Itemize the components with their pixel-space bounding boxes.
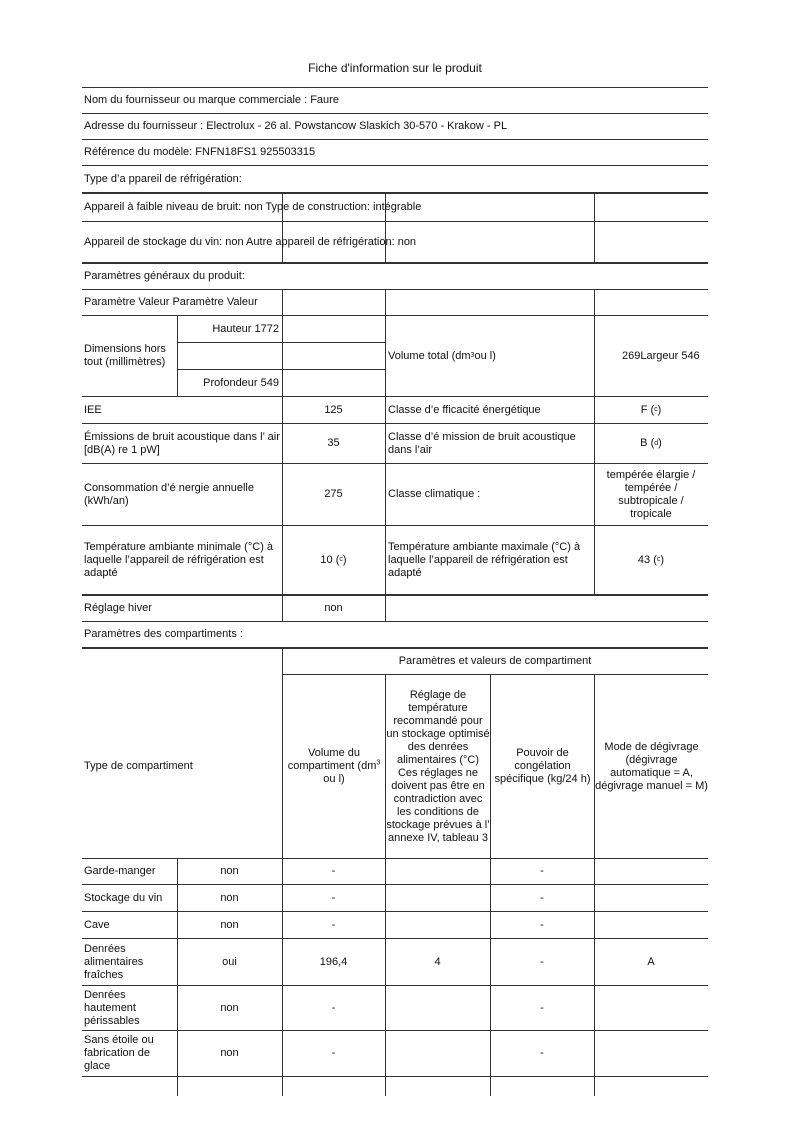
- climate-class-label: Classe climatique :: [388, 488, 481, 500]
- cell-present: non: [220, 918, 239, 931]
- col-compartment-type: Type de compartiment: [84, 760, 193, 772]
- cell-defrost: [594, 859, 708, 884]
- wine-storage-other: Appareil de stockage du vin: non Autre a…: [84, 235, 417, 248]
- cell-volume: -: [331, 1047, 336, 1059]
- cell-present: non: [220, 865, 239, 877]
- total-volume-label: Volume total (dm 3 ou l): [388, 349, 496, 362]
- cell-present: oui: [222, 955, 237, 968]
- min-temp-value: 10 (c): [320, 553, 347, 566]
- winter-setting-label: Réglage hiver: [84, 602, 152, 614]
- cell-volume: -: [331, 1001, 336, 1014]
- col-freezing-capacity: Pouvoir de congélation spécifique (kg/24…: [494, 747, 591, 785]
- cell-type: Cave: [84, 918, 110, 931]
- cell-type: Garde-manger: [84, 865, 156, 877]
- model-reference: Référence du modèle: FNFN18FS1 925503315: [84, 146, 316, 158]
- cell-temp: [385, 986, 490, 1030]
- parameter-header: Paramètre Valeur Paramètre Valeur: [84, 296, 258, 308]
- dimensions-label: Dimensions hors tout (millimètres): [84, 343, 166, 368]
- cell-defrost: [594, 1031, 708, 1076]
- col-compartment-volume: Volume du compartiment (dm3 ou l): [287, 747, 381, 785]
- noise-value: 35: [327, 437, 340, 449]
- cell-freeze: -: [540, 1001, 544, 1014]
- cell-temp: [385, 885, 490, 911]
- climate-class-value: tempérée élargie / tempérée / subtropica…: [606, 468, 696, 520]
- col-defrost-mode: Mode de dégivrage (dégivrage automatique…: [595, 740, 708, 792]
- cell-present: non: [220, 891, 239, 904]
- cell-freeze: -: [540, 918, 544, 931]
- max-temp-value: 43 (c): [637, 553, 665, 566]
- iee-value: 125: [324, 403, 343, 416]
- consumption-value: 275: [324, 488, 343, 500]
- cell-defrost: [594, 986, 708, 1030]
- height-value: Hauteur 1772: [212, 322, 279, 335]
- col-recommended-temperature: Réglage de température recommandé pour u…: [386, 688, 490, 844]
- cell-volume: -: [331, 918, 336, 931]
- energy-class-value: F (c): [640, 403, 662, 416]
- cell-freeze: -: [540, 891, 544, 904]
- supplier-name: Nom du fournisseur ou marque commerciale…: [84, 94, 339, 106]
- energy-class-label: Classe d’e fficacité énergétique: [388, 403, 541, 416]
- cell-type: Denrées hautement périssables: [84, 988, 140, 1027]
- cell-temp: 4: [434, 955, 441, 968]
- cell-present: non: [220, 1047, 239, 1059]
- cell-volume: -: [331, 891, 336, 904]
- noise-label: Émissions de bruit acoustique dans l’ ai…: [84, 430, 280, 456]
- consumption-label: Consommation d’é nergie annuelle (kWh/an…: [84, 481, 254, 507]
- cell-temp: [385, 859, 490, 884]
- compartment-parameters-heading: Paramètres des compartiments :: [84, 628, 243, 640]
- cell-defrost: [594, 912, 708, 938]
- cell-type: Denrées alimentaires fraîches: [84, 942, 144, 981]
- cell-freeze: -: [540, 1047, 544, 1059]
- document-title: Fiche d'information sur le produit: [308, 60, 482, 75]
- winter-setting-value: non: [324, 602, 343, 614]
- depth-value: Profondeur 549: [203, 376, 279, 389]
- cell-freeze: -: [540, 865, 544, 877]
- cell-type: Sans étoile ou fabrication de glace: [84, 1034, 154, 1072]
- iee-label: IEE: [84, 403, 102, 416]
- cell-present: non: [220, 1001, 239, 1014]
- cell-volume: 196,4: [319, 955, 348, 968]
- general-parameters-heading: Paramètres généraux du produit:: [84, 270, 245, 282]
- max-temp-label: Température ambiante maximale (°C) à laq…: [388, 540, 581, 579]
- supplier-address: Adresse du fournisseur : Electrolux - 26…: [84, 120, 508, 132]
- cell-type: Stockage du vin: [84, 891, 163, 904]
- appliance-type-heading: Type d’a ppareil de réfrigération:: [84, 172, 242, 185]
- cell-volume: -: [331, 865, 336, 877]
- cell-defrost: [594, 885, 708, 911]
- compartment-group-header: Paramètres et valeurs de compartiment: [398, 655, 592, 667]
- cell-defrost: A: [647, 955, 655, 968]
- cell-temp: [385, 1031, 490, 1076]
- cell-freeze: -: [540, 955, 544, 968]
- min-temp-label: Température ambiante minimale (°C) à laq…: [84, 540, 274, 579]
- noise-class-label: Classe d’é mission de bruit acoustique d…: [388, 430, 576, 456]
- low-noise-construction: Appareil à faible niveau de bruit: non T…: [84, 201, 422, 213]
- noise-class-value: B (d): [640, 437, 662, 449]
- cell-temp: [385, 912, 490, 938]
- total-volume-value: 269Largeur 546: [622, 349, 700, 362]
